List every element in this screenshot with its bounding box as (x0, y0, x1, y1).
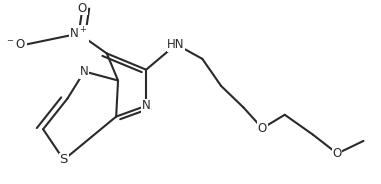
Text: N: N (142, 99, 150, 112)
Text: HN: HN (167, 38, 185, 51)
Text: N$^+$: N$^+$ (69, 26, 88, 41)
Text: O: O (333, 147, 342, 160)
Text: $^-$O: $^-$O (5, 38, 26, 51)
Text: N: N (80, 65, 89, 78)
Text: S: S (59, 153, 68, 166)
Text: O: O (258, 122, 267, 135)
Text: O: O (78, 2, 87, 15)
